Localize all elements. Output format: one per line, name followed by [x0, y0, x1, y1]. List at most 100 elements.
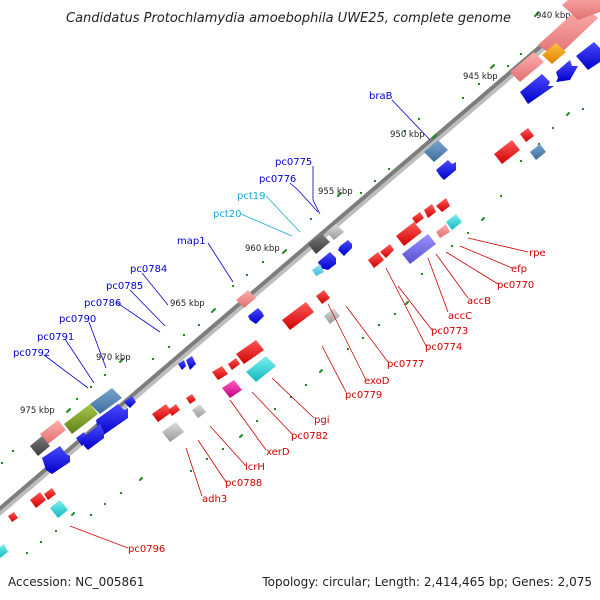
gene-arrow[interactable] — [162, 422, 184, 442]
gene-arrow[interactable] — [318, 252, 336, 270]
gene-arrow[interactable] — [152, 404, 172, 422]
gene-label-pc0777[interactable]: pc0777 — [387, 359, 424, 370]
rna-gene-labels: pct19 pct20 — [213, 191, 266, 220]
gene-arrow[interactable] — [186, 356, 196, 370]
gene-arrow[interactable] — [520, 128, 534, 142]
gene-arrow[interactable] — [44, 488, 56, 500]
gene-arrow[interactable] — [424, 140, 448, 162]
tick-label: 970 kbp — [96, 353, 131, 363]
genome-backbone — [0, 0, 598, 512]
forward-leader-lines — [43, 99, 431, 389]
gene-arrow[interactable] — [30, 492, 46, 508]
gene-arrow[interactable] — [222, 380, 242, 398]
gene-label-pct19[interactable]: pct19 — [237, 191, 266, 202]
gene-arrow[interactable] — [82, 424, 104, 450]
gene-arrow[interactable] — [282, 302, 314, 330]
gene-arrow[interactable] — [40, 420, 66, 444]
gene-arrow[interactable] — [168, 404, 180, 416]
map-title: Candidatus Protochlamydia amoebophila UW… — [66, 11, 511, 26]
gene-label-pc0776[interactable]: pc0776 — [259, 174, 296, 185]
gene-label-pc0796[interactable]: pc0796 — [128, 544, 165, 555]
gene-label-pc0770[interactable]: pc0770 — [497, 280, 534, 291]
gene-arrow[interactable] — [324, 308, 340, 324]
genome-summary: Topology: circular; Length: 2,414,465 bp… — [261, 575, 592, 589]
gene-arrow[interactable] — [0, 544, 8, 558]
gene-arrow[interactable] — [50, 500, 68, 518]
tick-label: 955 kbp — [318, 187, 353, 197]
gene-label-pc0788[interactable]: pc0788 — [225, 478, 262, 489]
gene-arrow[interactable] — [236, 290, 256, 308]
gene-arrow[interactable] — [30, 436, 50, 456]
gene-arrow[interactable] — [338, 240, 352, 256]
gene-arrow[interactable] — [178, 360, 186, 370]
gene-arrow[interactable] — [90, 388, 122, 414]
gene-arrow[interactable] — [436, 160, 456, 180]
gene-arrow[interactable] — [446, 214, 462, 230]
gene-label-pc0786[interactable]: pc0786 — [84, 298, 121, 309]
gene-label-pc0792[interactable]: pc0792 — [13, 348, 50, 359]
gene-arrow[interactable] — [212, 366, 228, 380]
gene-arrow[interactable] — [510, 52, 544, 82]
gene-label-pct20[interactable]: pct20 — [213, 209, 242, 220]
gene-arrow[interactable] — [42, 446, 70, 474]
gene-label-exod[interactable]: exoD — [364, 376, 390, 387]
gene-arrow[interactable] — [380, 244, 394, 258]
gene-arrow[interactable] — [228, 358, 240, 370]
gene-arrow[interactable] — [424, 204, 436, 218]
gene-label-brab[interactable]: braB — [369, 91, 393, 102]
gene-arrow[interactable] — [520, 74, 554, 104]
gene-arrow[interactable] — [96, 404, 128, 436]
gene-arrow[interactable] — [530, 144, 546, 160]
gene-arrow[interactable] — [312, 264, 324, 276]
gene-label-pc0784[interactable]: pc0784 — [130, 264, 167, 275]
forward-gene-labels: braB pc0775 pc0776 map1 pc0784 pc0785 pc… — [13, 91, 393, 359]
gene-arrow[interactable] — [192, 404, 206, 418]
gene-arrow[interactable] — [396, 222, 422, 246]
gene-label-pc0790[interactable]: pc0790 — [59, 314, 96, 325]
gene-label-adh3[interactable]: adh3 — [202, 494, 227, 505]
tick-label: 975 kbp — [20, 406, 55, 416]
gene-arrow[interactable] — [326, 224, 344, 240]
gene-label-pc0785[interactable]: pc0785 — [106, 281, 143, 292]
gene-label-lcrh[interactable]: lcrH — [245, 462, 265, 473]
gene-label-pc0779[interactable]: pc0779 — [345, 390, 382, 401]
gene-arrow[interactable] — [124, 396, 136, 408]
gene-arrow[interactable] — [556, 60, 578, 82]
gene-arrow[interactable] — [316, 290, 330, 304]
rna-leader-lines — [240, 195, 301, 237]
accession-label: Accession: NC_005861 — [8, 575, 144, 589]
reverse-strand-genes — [0, 128, 546, 558]
gene-arrow[interactable] — [64, 404, 98, 434]
gene-arrow[interactable] — [436, 224, 450, 238]
gene-label-efp[interactable]: efp — [511, 264, 527, 275]
gene-arrow[interactable] — [236, 340, 264, 364]
gene-arrow[interactable] — [248, 308, 264, 324]
gene-label-pc0791[interactable]: pc0791 — [37, 332, 74, 343]
gene-label-pc0774[interactable]: pc0774 — [425, 342, 462, 353]
gene-arrow[interactable] — [412, 212, 424, 224]
reverse-gene-labels: rpe efp pc0770 accB accC pc0773 pc0774 p… — [128, 248, 546, 555]
gene-arrow[interactable] — [308, 234, 330, 254]
gene-arrow[interactable] — [436, 198, 450, 212]
tick-dots — [1, 53, 584, 554]
gene-label-rpe[interactable]: rpe — [529, 248, 546, 259]
gene-arrow[interactable] — [562, 0, 600, 20]
gene-arrow[interactable] — [542, 43, 566, 64]
gene-label-pgi[interactable]: pgi — [314, 415, 329, 426]
gene-label-pc0773[interactable]: pc0773 — [431, 326, 468, 337]
gene-label-xerd[interactable]: xerD — [266, 447, 290, 458]
gene-arrow[interactable] — [402, 234, 436, 264]
gene-arrow[interactable] — [494, 140, 520, 164]
gene-arrow[interactable] — [368, 252, 384, 268]
gene-arrow[interactable] — [246, 356, 276, 382]
gene-arrow[interactable] — [538, 5, 598, 58]
gene-label-pc0775[interactable]: pc0775 — [275, 157, 312, 168]
gene-label-accb[interactable]: accB — [467, 296, 491, 307]
gene-arrow[interactable] — [8, 512, 18, 522]
gene-label-accc[interactable]: accC — [448, 311, 472, 322]
gene-arrow[interactable] — [576, 42, 600, 70]
gene-arrow[interactable] — [186, 394, 196, 404]
gene-label-pc0782[interactable]: pc0782 — [291, 431, 328, 442]
gene-label-map1[interactable]: map1 — [177, 236, 206, 247]
